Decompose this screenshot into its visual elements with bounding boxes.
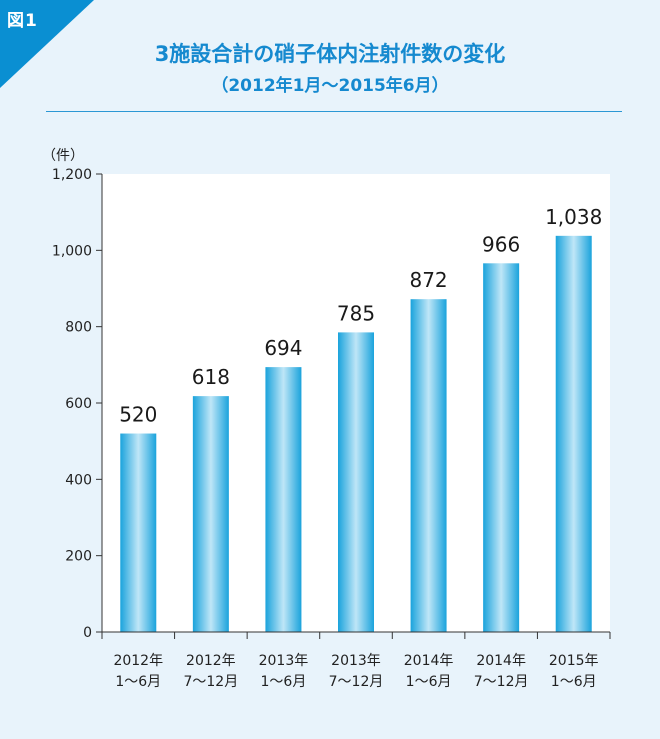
x-axis: 2012年 1〜6月 2012年 7〜12月 2013年 1〜6月 2013年 7〜12月 20… bbox=[101, 631, 611, 690]
bar-value-label: 520 bbox=[119, 403, 157, 427]
x-category-label: 2012年 bbox=[113, 653, 163, 669]
x-category-label: 2015年 bbox=[549, 653, 599, 669]
y-tick-label: 600 bbox=[65, 396, 92, 412]
x-category-label: 7〜12月 bbox=[183, 674, 238, 690]
bars: 520 618 694 785 872 966 1,038 bbox=[119, 205, 602, 632]
y-tick-label: 0 bbox=[83, 625, 92, 641]
bar bbox=[338, 332, 374, 632]
bar bbox=[192, 396, 229, 632]
y-axis: 0 200 400 600 800 1,000 1,200 bbox=[52, 167, 103, 641]
bar bbox=[410, 299, 447, 632]
figure-badge-label: 図1 bbox=[7, 11, 38, 31]
x-category-label: 1〜6月 bbox=[406, 674, 452, 690]
bar-value-label: 618 bbox=[192, 365, 230, 389]
x-category-label: 2013年 bbox=[331, 653, 381, 669]
bar-value-label: 966 bbox=[482, 232, 520, 256]
y-tick-label: 400 bbox=[65, 472, 92, 488]
bar-value-label: 785 bbox=[337, 301, 375, 325]
x-category-label: 1〜6月 bbox=[115, 674, 161, 690]
x-category-label: 2014年 bbox=[404, 653, 454, 669]
y-tick-label: 1,200 bbox=[52, 167, 92, 183]
y-tick-label: 1,000 bbox=[52, 243, 92, 259]
bar-value-label: 694 bbox=[264, 336, 302, 360]
bar bbox=[555, 235, 592, 632]
title-divider bbox=[46, 111, 622, 112]
bar-value-label: 1,038 bbox=[545, 205, 602, 229]
x-category-label: 1〜6月 bbox=[551, 674, 597, 690]
y-unit-label: （件） bbox=[42, 148, 84, 164]
x-category-label: 1〜6月 bbox=[261, 674, 307, 690]
y-tick-label: 200 bbox=[65, 549, 92, 565]
x-category-label: 2013年 bbox=[259, 653, 309, 669]
bar bbox=[483, 263, 520, 632]
x-category-label: 7〜12月 bbox=[329, 674, 384, 690]
x-category-label: 2014年 bbox=[476, 653, 526, 669]
chart-title: 3施設合計の硝子体内注射件数の変化 bbox=[154, 42, 506, 66]
x-category-label: 7〜12月 bbox=[474, 674, 529, 690]
bar-value-label: 872 bbox=[409, 268, 447, 292]
chart-subtitle: （2012年1月〜2015年6月） bbox=[211, 76, 449, 96]
bar bbox=[120, 433, 157, 632]
y-tick-label: 800 bbox=[65, 320, 92, 336]
bar bbox=[265, 367, 302, 632]
x-category-label: 2012年 bbox=[186, 653, 236, 669]
